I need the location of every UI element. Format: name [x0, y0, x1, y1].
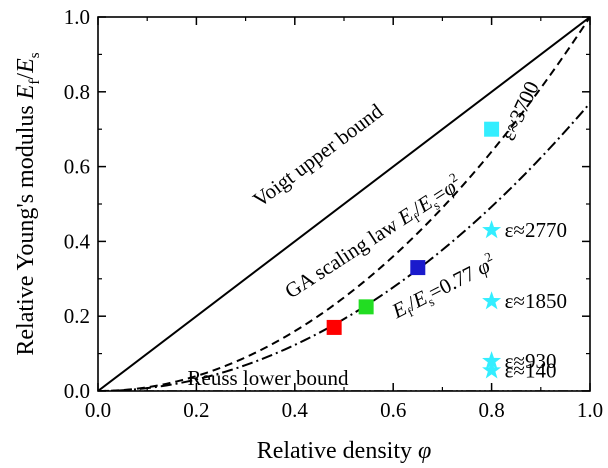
square-marker — [358, 299, 374, 315]
ga-scaling-law-curve — [98, 17, 590, 391]
x-axis-title: Relative density φ — [257, 438, 432, 464]
x-axis-title-text: Relative density — [257, 438, 418, 464]
star-label: ε≈930 — [505, 349, 557, 373]
fit-label: Ef/Es=0.77 φ2 — [386, 249, 501, 327]
x-tick-label: 0.4 — [282, 398, 309, 422]
star-marker — [482, 291, 502, 310]
fit-077-curve — [98, 102, 590, 391]
x-tick-label: 0.6 — [380, 398, 406, 422]
x-tick-label: 0.0 — [85, 398, 111, 422]
star-marker — [482, 360, 502, 379]
y-axis-ticks: 0.0 0.2 0.4 0.6 0.8 1.0 — [64, 5, 590, 403]
star-label: ε≈1850 — [505, 289, 567, 313]
ga-scaling-label-prefix: GA scaling law — [280, 210, 406, 304]
x-tick-label: 0.2 — [183, 398, 209, 422]
eps-3700-label: ε≈3700 — [496, 77, 544, 144]
reuss-label: Reuss lower bound — [188, 366, 349, 390]
y-tick-label: 0.4 — [64, 229, 91, 253]
x-axis-ticks: 0.0 0.2 0.4 0.6 0.8 1.0 — [85, 17, 603, 422]
y-axis-title: Relative Young's modulus Ef/Es — [13, 52, 43, 355]
y-tick-label: 0.0 — [64, 379, 90, 403]
star-marker — [482, 351, 502, 370]
y-tick-label: 0.2 — [64, 304, 90, 328]
y-tick-label: 0.8 — [64, 80, 90, 104]
y-tick-label: 1.0 — [64, 5, 90, 29]
voigt-label: Voigt upper bound — [248, 99, 387, 212]
x-tick-label: 1.0 — [577, 398, 603, 422]
star-label: ε≈2770 — [505, 218, 567, 242]
x-tick-label: 0.8 — [478, 398, 504, 422]
square-markers — [326, 121, 500, 335]
square-marker — [484, 121, 500, 137]
square-marker — [326, 319, 342, 335]
y-axis-title-text: Relative Young's modulus — [13, 99, 39, 355]
y-tick-label: 0.6 — [64, 155, 90, 179]
voigt-upper-bound-line — [98, 17, 590, 391]
square-marker — [410, 260, 426, 276]
star-marker — [482, 220, 502, 239]
star-label: ε≈140 — [505, 358, 557, 382]
